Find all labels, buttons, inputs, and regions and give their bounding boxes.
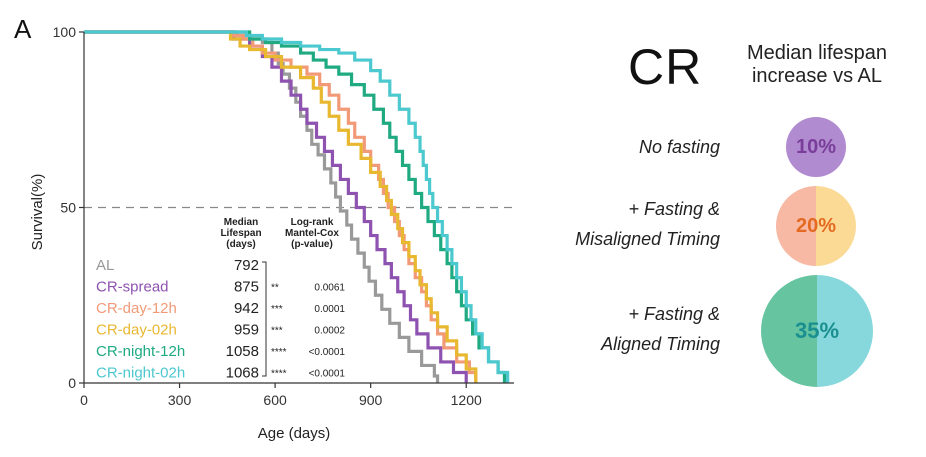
legend-median-value: 942 xyxy=(234,300,259,317)
svg-text:Mantel-Cox: Mantel-Cox xyxy=(285,228,339,239)
row-label-line: + Fasting & xyxy=(628,199,720,219)
svg-text:(p-value): (p-value) xyxy=(291,239,333,250)
bubble-left-half xyxy=(786,117,816,177)
bubble-right-half xyxy=(816,186,856,266)
panel-label: A xyxy=(14,14,32,44)
summary-subtitle: Median lifespan increase vs AL xyxy=(722,42,912,88)
svg-text:Lifespan: Lifespan xyxy=(220,228,261,239)
survival-curves xyxy=(84,30,510,383)
x-axis-ticks: 0 300 600 900 1200 xyxy=(80,383,482,408)
row-label-aligned: + Fasting & Aligned Timing xyxy=(601,299,720,359)
legend-series-name: CR-day-12h xyxy=(96,300,177,317)
legend-median-value: 959 xyxy=(234,322,259,339)
row-label-no-fasting: No fasting xyxy=(639,132,720,162)
x-tick-label: 600 xyxy=(263,392,287,408)
svg-text:Log-rank: Log-rank xyxy=(291,217,334,228)
row-label-misaligned: + Fasting & Misaligned Timing xyxy=(575,194,720,254)
bubble-aligned: 35% xyxy=(761,275,873,387)
x-tick-label: 300 xyxy=(168,392,192,408)
row-label-line: + Fasting & xyxy=(628,304,720,324)
row-label-line: No fasting xyxy=(638,137,720,157)
legend-series-name: CR-night-02h xyxy=(96,365,185,382)
survival-curve-cr-night-12h xyxy=(84,30,507,383)
legend-p-value: 0.0001 xyxy=(314,304,345,315)
median-lifespan-header: Median Lifespan (days) xyxy=(220,217,261,250)
bubble-right-half xyxy=(816,117,846,177)
y-tick-label: 0 xyxy=(68,375,76,391)
legend-series-name: CR-spread xyxy=(96,279,169,296)
bubble-percent: 35% xyxy=(794,318,840,343)
survival-curve-al xyxy=(84,30,440,383)
svg-text:(days): (days) xyxy=(226,239,255,250)
bubble-left-half xyxy=(761,275,817,387)
legend-p-value: <0.0001 xyxy=(309,369,346,380)
legend-significance: **** xyxy=(271,369,287,380)
svg-text:Median: Median xyxy=(224,217,258,228)
bubble-right-half xyxy=(817,275,873,387)
legend-series-name: AL xyxy=(96,257,114,274)
x-tick-label: 900 xyxy=(359,392,383,408)
legend-significance: ** xyxy=(271,283,279,294)
legend-series-name: CR-day-02h xyxy=(96,322,177,339)
comparison-bracket xyxy=(262,261,267,377)
legend-significance: *** xyxy=(271,304,283,315)
bubble-left-half xyxy=(776,186,816,266)
logrank-header: Log-rank Mantel-Cox (p-value) xyxy=(285,217,339,250)
legend-p-value: 0.0061 xyxy=(314,283,345,294)
legend-median-value: 1058 xyxy=(226,343,259,360)
legend-median-value: 1068 xyxy=(226,365,259,382)
row-label-line: Misaligned Timing xyxy=(575,229,720,249)
y-axis-ticks: 0 50 100 xyxy=(53,24,84,391)
y-tick-label: 50 xyxy=(60,200,76,216)
survival-curve-cr-night-02h xyxy=(84,30,510,383)
legend-p-value: <0.0001 xyxy=(309,347,346,358)
bubble-misaligned: 20% xyxy=(776,186,856,266)
row-label-line: Aligned Timing xyxy=(601,334,720,354)
legend-p-value: 0.0002 xyxy=(314,326,345,337)
summary-subtitle-line1: Median lifespan xyxy=(746,42,888,64)
survival-curve-cr-spread xyxy=(84,30,468,383)
legend-significance: *** xyxy=(271,326,283,337)
legend-significance: **** xyxy=(271,347,287,358)
bubble-percent: 10% xyxy=(795,135,837,158)
x-tick-label: 1200 xyxy=(451,392,482,408)
legend-median-value: 792 xyxy=(234,257,259,274)
summary-title: CR xyxy=(628,39,703,95)
stats-table: AL 792 CR-spread 875 ** 0.0061 CR-day-12h 942 **… xyxy=(96,257,345,382)
legend-median-value: 875 xyxy=(234,279,259,296)
summary-subtitle-line2: increase vs AL xyxy=(751,65,883,87)
bubble-no-fasting: 10% xyxy=(786,117,846,177)
legend-series-name: CR-night-12h xyxy=(96,343,185,360)
survival-chart: A 0 50 100 0 300 600 900 1200 Age (days) Survi… xyxy=(14,14,514,442)
bubble-percent: 20% xyxy=(795,214,837,237)
x-tick-label: 0 xyxy=(80,392,88,408)
x-axis-title: Age (days) xyxy=(258,425,331,442)
survival-curve-cr-day-02h xyxy=(84,30,478,383)
y-tick-label: 100 xyxy=(53,24,77,40)
y-axis-title: Survival(%) xyxy=(29,174,46,251)
